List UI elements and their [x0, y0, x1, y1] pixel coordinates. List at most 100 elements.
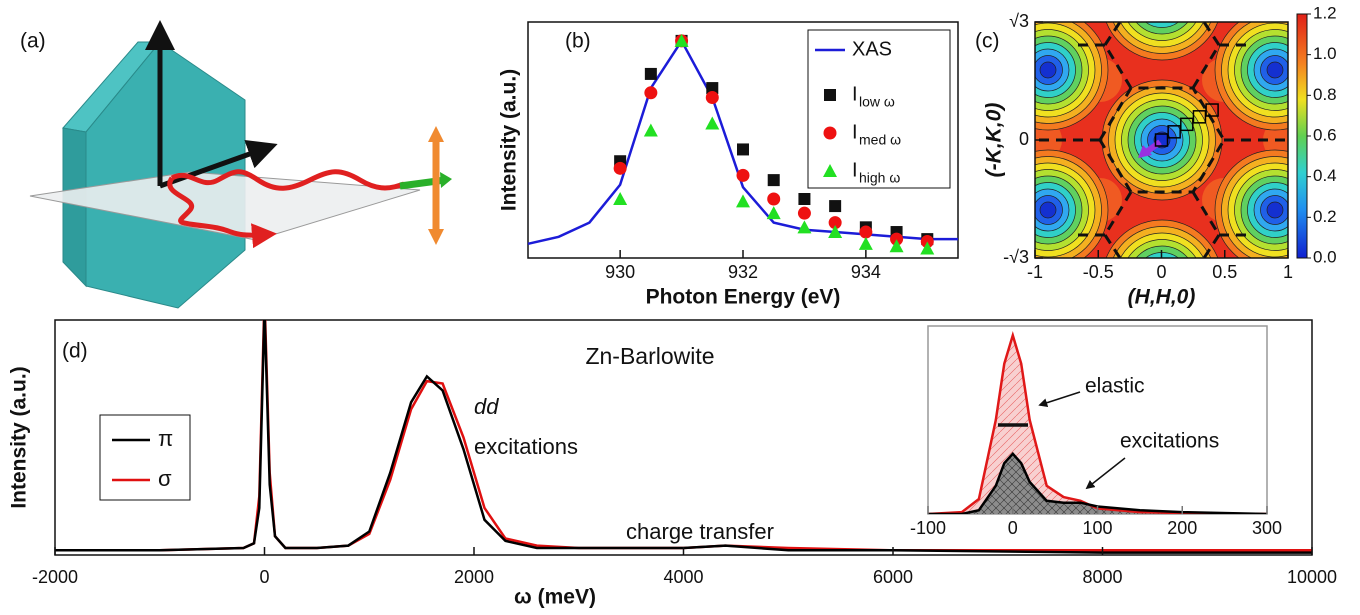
axis-arrow — [159, 139, 278, 189]
line — [928, 331, 1267, 514]
contour-ring — [1039, 201, 1057, 219]
contour-ring — [1144, 22, 1180, 28]
arrow-head — [440, 172, 452, 188]
x-tick-label: -100 — [910, 518, 946, 538]
data-point — [705, 91, 719, 105]
zone-boundary — [1191, 191, 1221, 236]
annotation-arrow — [1085, 457, 1126, 490]
q-arrow-head — [1138, 145, 1152, 158]
data-point — [890, 232, 904, 246]
zone-boundary — [1202, 22, 1221, 46]
zone-boundary — [1103, 22, 1122, 46]
data-point — [1154, 133, 1169, 147]
data-point — [767, 174, 780, 187]
zone-boundary — [1191, 44, 1221, 89]
line — [928, 451, 1267, 514]
x-tick-label: 2000 — [454, 567, 494, 587]
annotation: excitations — [474, 434, 578, 459]
panel-label: (a) — [20, 30, 46, 53]
zone-boundary — [1103, 191, 1133, 236]
colorbar-tick-label: 1.0 — [1313, 44, 1337, 63]
legend-label: XAS — [852, 38, 892, 60]
area — [928, 453, 1267, 514]
x-tick-label: 300 — [1252, 518, 1282, 538]
legend-label: I — [852, 159, 858, 181]
data-point — [767, 192, 781, 206]
data-point — [1167, 125, 1181, 139]
y-tick-label: -√3 — [1003, 247, 1029, 267]
data-point — [706, 82, 719, 95]
data-point — [1192, 110, 1207, 124]
panel-label: (d) — [62, 340, 88, 363]
contour-ring — [1141, 0, 1183, 21]
legend-label: I — [852, 121, 858, 143]
x-tick-label: 0 — [259, 567, 269, 587]
x-axis-title: Photon Energy (eV) — [646, 286, 841, 309]
data-point — [644, 86, 658, 100]
x-tick-label: -1 — [1027, 262, 1043, 282]
colorbar-tick-label: 0.4 — [1313, 166, 1337, 185]
x-tick-label: -2000 — [32, 567, 78, 587]
y-tick-label: √3 — [1009, 11, 1029, 31]
data-point — [797, 220, 812, 234]
y-tick-label: 0 — [1019, 129, 1029, 149]
zone-boundary — [1103, 44, 1133, 89]
xas-line — [527, 38, 958, 246]
data-point — [736, 194, 750, 208]
data-point — [613, 192, 628, 205]
legend-box — [807, 29, 951, 189]
contour-ring — [1266, 61, 1284, 79]
legend-swatch — [823, 164, 837, 177]
incoming-beam — [167, 176, 277, 249]
x-tick-label: 4000 — [663, 567, 703, 587]
data-point — [1205, 103, 1219, 117]
legend-label: I — [852, 83, 858, 105]
outgoing-beam — [170, 169, 405, 191]
data-point — [889, 239, 904, 253]
y-axis-title: Intensity (a.u.) — [8, 366, 31, 508]
line — [55, 320, 1312, 554]
contour-ring — [1039, 61, 1057, 79]
data-point — [829, 200, 842, 213]
data-point — [797, 206, 811, 220]
x-tick-label: 100 — [1082, 518, 1112, 538]
y-axis-title: (-K,K,0) — [983, 103, 1006, 178]
x-tick-label: 932 — [728, 262, 758, 282]
x-tick-label: 934 — [851, 262, 881, 282]
colorbar-tick-label: 0.2 — [1313, 207, 1337, 226]
data-point — [1180, 117, 1194, 132]
chart-title: Zn-Barlowite — [585, 343, 714, 369]
data-point — [798, 193, 811, 205]
plot-area — [55, 320, 1312, 554]
scattering-plane — [29, 171, 421, 241]
legend-label: π — [158, 426, 173, 451]
legend-label-sub: high ω — [859, 170, 900, 186]
data-point — [859, 225, 873, 239]
legend-label: σ — [158, 466, 172, 491]
colorbar-tick-label: 1.2 — [1313, 3, 1337, 22]
data-point — [705, 116, 720, 130]
inset-area — [928, 331, 1267, 514]
contour-ring — [1154, 0, 1170, 8]
data-point — [674, 33, 689, 47]
legend-label-sub: low ω — [859, 94, 895, 110]
x-tick-label: 0.5 — [1212, 262, 1237, 282]
x-tick-label: 930 — [605, 262, 635, 282]
legend-swatch — [824, 89, 836, 101]
arrow-head — [428, 126, 444, 142]
contour-ring — [1266, 201, 1284, 219]
annotation: charge transfer — [626, 519, 774, 544]
data-point — [643, 123, 658, 137]
data-point — [858, 236, 873, 250]
x-tick-label: 10000 — [1287, 567, 1337, 587]
colorbar — [1296, 13, 1308, 259]
inset-frame — [927, 325, 1268, 515]
x-tick-label: 8000 — [1082, 567, 1122, 587]
data-point — [766, 206, 781, 220]
x-tick-label: 6000 — [873, 567, 913, 587]
legend-swatch — [823, 126, 837, 140]
data-point — [828, 225, 843, 239]
data-point — [737, 143, 749, 156]
